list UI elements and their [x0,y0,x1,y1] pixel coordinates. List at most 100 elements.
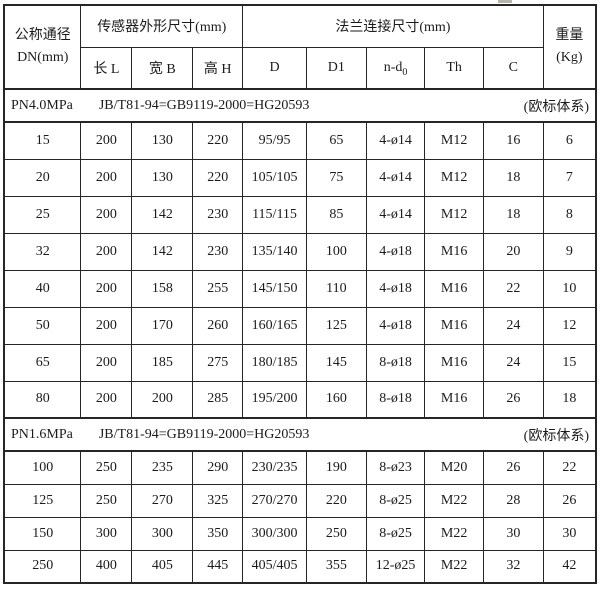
table-cell: 18 [542,380,597,419]
table-cell: M12 [424,121,484,160]
weight-label-line1: 重量 [555,28,584,44]
column-header-height: 高 H [192,46,244,90]
table-cell: 445 [192,549,244,584]
table-cell: 15 [542,343,597,382]
table-cell: 26 [482,380,544,419]
table-cell: 18 [482,195,544,234]
table-row: 20 200 130 220 105/105 75 4-ø14 M12 18 7 [3,158,597,197]
table-row: 100 250 235 290 230/235 190 8-ø23 M20 26 22 [3,450,597,485]
table-cell: 50 [3,306,82,345]
table-cell: 8-ø25 [365,516,426,551]
table-cell: M12 [424,158,484,197]
table-cell: 100 [305,232,367,271]
section-header-row: PN1.6MPa JB/T81-94=GB9119-2000=HG20593 (欧标… [3,417,597,452]
table-cell: 12 [542,306,597,345]
header-row-groups: 公称通径 DN(mm) 传感器外形尺寸(mm) 法兰连接尺寸(mm) 重量 (K… [3,4,597,90]
table-cell: 405 [131,549,194,584]
table-cell: 8-ø25 [365,483,426,518]
table-cell: 200 [80,121,133,160]
table-cell: 350 [192,516,244,551]
table-cell: 100 [3,450,82,485]
table-cell: 12-ø25 [365,549,426,584]
table-cell: 24 [482,306,544,345]
standard-system-note: (欧标体系) [523,99,589,115]
group-header-sensor-dimensions: 传感器外形尺寸(mm) [80,4,244,48]
table-cell: 32 [3,232,82,271]
table-cell: 105/105 [242,158,307,197]
table-cell: 250 [80,450,133,485]
table-cell: 260 [192,306,244,345]
table-cell: 32 [482,549,544,584]
table-cell: 405/405 [242,549,307,584]
table-cell: 285 [192,380,244,419]
table-body: PN4.0MPa JB/T81-94=GB9119-2000=HG20593 (欧标… [3,88,597,584]
table-cell: 400 [80,549,133,584]
table-cell: 4-ø14 [365,195,426,234]
table-cell: 20 [3,158,82,197]
table-cell: 250 [3,549,82,584]
table-cell: 230 [192,195,244,234]
table-row: 40 200 158 255 145/150 110 4-ø18 M16 22 10 [3,269,597,308]
table-cell: 4-ø14 [365,158,426,197]
table-cell: 160 [305,380,367,419]
table-cell: M16 [424,306,484,345]
table-cell: 15 [3,121,82,160]
table-cell: M16 [424,343,484,382]
table-cell: 16 [482,121,544,160]
table-cell: M16 [424,380,484,419]
dn-label-line2: DN(mm) [17,50,69,65]
table-cell: 26 [482,450,544,485]
table-row: 50 200 170 260 160/165 125 4-ø18 M16 24 12 [3,306,597,345]
table-cell: 250 [80,483,133,518]
table-cell: 8-ø18 [365,343,426,382]
table-cell: 300 [80,516,133,551]
nd0-subscript: 0 [402,66,408,78]
table-cell: 170 [131,306,194,345]
table-row: 80 200 200 285 195/200 160 8-ø18 M16 26 18 [3,380,597,419]
table-cell: 4-ø14 [365,121,426,160]
table-cell: 145 [305,343,367,382]
table-cell: M22 [424,516,484,551]
table-row: 25 200 142 230 115/115 85 4-ø14 M12 18 8 [3,195,597,234]
table-cell: 75 [305,158,367,197]
table-cell: 200 [80,232,133,271]
table-cell: 9 [542,232,597,271]
table-cell: 25 [3,195,82,234]
column-header-length: 长 L [80,46,133,90]
nd0-base: n-d [383,59,403,75]
table-cell: 4-ø18 [365,232,426,271]
table-cell: 8-ø23 [365,450,426,485]
column-header-d: D [242,46,307,90]
table-cell: 4-ø18 [365,269,426,308]
table-cell: 4-ø18 [365,306,426,345]
table-row: 65 200 185 275 180/185 145 8-ø18 M16 24 15 [3,343,597,382]
table-cell: 275 [192,343,244,382]
table-cell: 235 [131,450,194,485]
table-cell: 130 [131,158,194,197]
table-cell: 42 [542,549,597,584]
table-cell: M12 [424,195,484,234]
table-cell: 20 [482,232,544,271]
table-cell: 18 [482,158,544,197]
standard-system-note: (欧标体系) [523,428,589,444]
table-cell: 180/185 [242,343,307,382]
table-cell: 142 [131,195,194,234]
table-cell: 8 [542,195,597,234]
table-cell: 200 [80,380,133,419]
pressure-rating-label: PN4.0MPa [11,97,73,113]
column-header-weight: 重量 (Kg) [542,4,597,90]
header-row-subcolumns: 长 L 宽 B 高 H D D1 n-d0 Th C [4,46,596,90]
table-cell: 125 [3,483,82,518]
table-cell: 200 [80,158,133,197]
table-cell: M20 [424,450,484,485]
table-cell: 22 [542,450,597,485]
table-cell: 200 [80,269,133,308]
section-header-row: PN4.0MPa JB/T81-94=GB9119-2000=HG20593 (欧标… [3,88,597,123]
table-cell: 28 [482,483,544,518]
table-cell: 190 [305,450,367,485]
table-cell: 220 [192,121,244,160]
table-row: 150 300 300 350 300/300 250 8-ø25 M22 30 30 [3,516,597,551]
table-cell: 8-ø18 [365,380,426,419]
weight-label-line2: (Kg) [556,50,583,65]
table-cell: 10 [542,269,597,308]
